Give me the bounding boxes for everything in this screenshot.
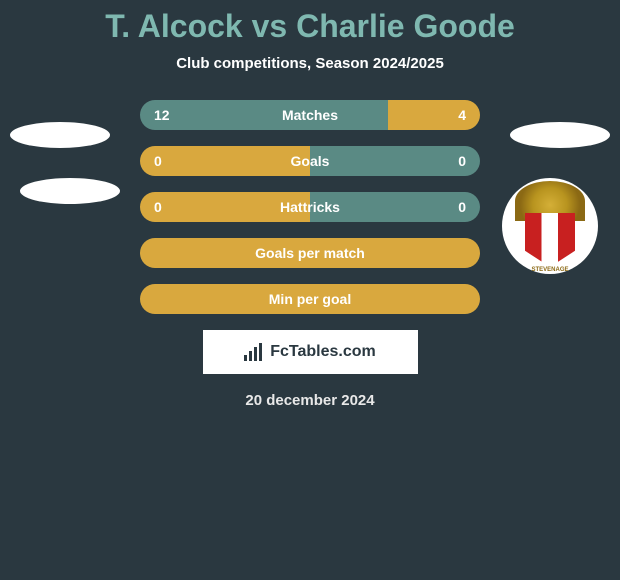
season-subtitle: Club competitions, Season 2024/2025 <box>0 55 620 72</box>
brand-text: FcTables.com <box>270 343 376 361</box>
club-crest: STEVENAGE <box>502 178 598 274</box>
stat-bar-right: 4 <box>388 100 480 130</box>
stat-value-right: 4 <box>458 107 480 123</box>
left-player-shape-2 <box>20 178 120 204</box>
single-stat-label: Goals per match <box>255 245 365 261</box>
stats-bars: 12 4 Matches 0 0 Goals 0 0 Hattricks Goals per ma… <box>140 100 480 314</box>
right-player-shape <box>510 122 610 148</box>
stat-value-right: 0 <box>458 153 480 169</box>
stat-bar-left: 0 <box>140 146 310 176</box>
stat-bar-right: 0 <box>310 146 480 176</box>
stat-label: Goals <box>291 153 330 169</box>
stat-bar: 12 4 Matches <box>140 100 480 130</box>
stat-label: Hattricks <box>280 199 340 215</box>
comparison-title: T. Alcock vs Charlie Goode <box>0 8 620 45</box>
single-stat-label: Min per goal <box>269 291 351 307</box>
crest-text: STEVENAGE <box>512 267 588 273</box>
brand-logo: FcTables.com <box>203 330 418 374</box>
stat-label: Matches <box>282 107 338 123</box>
stat-bar-left: 12 <box>140 100 388 130</box>
stat-bar: 0 0 Hattricks <box>140 192 480 222</box>
single-stat-bar: Min per goal <box>140 284 480 314</box>
stat-value-right: 0 <box>458 199 480 215</box>
stat-value-left: 12 <box>140 107 170 123</box>
single-stat-bar: Goals per match <box>140 238 480 268</box>
stat-value-left: 0 <box>140 153 162 169</box>
stat-bar: 0 0 Goals <box>140 146 480 176</box>
stat-value-left: 0 <box>140 199 162 215</box>
footer-date: 20 december 2024 <box>0 392 620 409</box>
left-player-shape-1 <box>10 122 110 148</box>
chart-icon <box>244 343 264 361</box>
